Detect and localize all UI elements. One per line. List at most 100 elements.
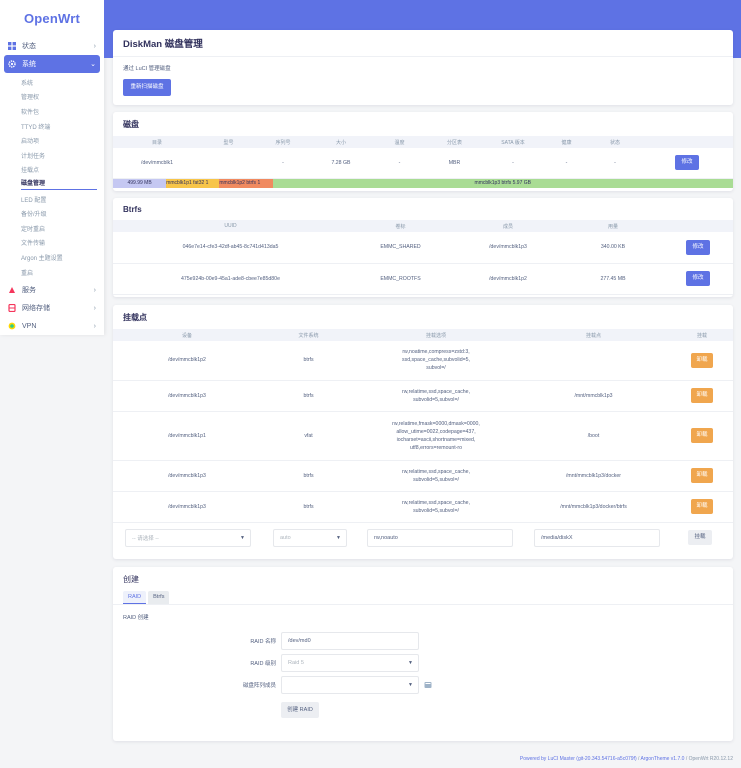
tab-btrfs[interactable]: Btrfs — [148, 591, 170, 604]
unmount-button[interactable]: 卸载 — [691, 352, 713, 368]
raid-members-row: 磁盘阵列成员 ▼ — [113, 676, 733, 694]
edit-disk-button[interactable]: 修改 — [675, 155, 699, 171]
btrfs-label: EMMC_SHARED — [348, 232, 453, 264]
raid-name-input[interactable]: /dev/md0 — [281, 632, 419, 650]
sidebar-sub-autoreboot[interactable]: 定时重启 — [21, 226, 46, 233]
fs-select[interactable]: auto ▼ — [273, 528, 347, 547]
sidebar-sub-led[interactable]: LED 配置 — [21, 197, 47, 204]
sidebar-sub-argon[interactable]: Argon 主题设置 — [21, 255, 63, 262]
footer-powered[interactable]: Powered by LuCI Master (git-20.343.54716… — [519, 756, 637, 762]
mount-device: /dev/mmcblk1p1 — [113, 411, 261, 461]
sidebar-sub-backup[interactable]: 备份/升级 — [21, 212, 47, 219]
sidebar-item-label: 状态 — [22, 43, 36, 50]
mounts-card: 挂载点 设备 文件系统 挂载选项 挂载点 挂载 /dev/mmcblk1p2 b… — [113, 305, 733, 559]
gear-icon — [8, 60, 16, 68]
disks-title: 磁盘 — [123, 120, 139, 129]
mount-options: rw,relatime,ssd,space_cache, subvolid=5,s… — [356, 491, 516, 523]
sidebar-sub-admin[interactable]: 管理权 — [21, 95, 40, 102]
sidebar-sub-diskman[interactable]: 磁盘管理 — [0, 177, 104, 192]
partition-segment[interactable]: mmcblk1p3 btrfs 5.97 GB — [272, 178, 733, 188]
btrfs-table: UUID 卷标 成员 用量 046e7e14-cfe3-42df-ab45-8c… — [113, 220, 733, 295]
create-raid-button[interactable]: 创建 RAID — [281, 702, 319, 718]
mount-point: /mnt/mmcblk1p3/docker — [516, 460, 671, 492]
btrfs-card: Btrfs UUID 卷标 成员 用量 046e7e14-cfe3-42df-a… — [113, 198, 733, 297]
column-header: 温度 — [372, 136, 427, 148]
partition-segment[interactable]: 499.99 MB — [113, 178, 167, 188]
column-header — [641, 136, 733, 148]
mount-fs: btrfs — [261, 460, 356, 492]
mount-button[interactable]: 挂载 — [688, 530, 712, 545]
tab-raid[interactable]: RAID — [123, 591, 147, 604]
mount-fs: btrfs — [261, 491, 356, 523]
mount-point-value: /media/diskX — [541, 534, 573, 541]
sidebar-sub-ttyd[interactable]: TTYD 终端 — [21, 124, 51, 131]
sidebar-item-services[interactable]: 服务 › — [0, 281, 104, 299]
sidebar-sub-crontab[interactable]: 计划任务 — [21, 153, 46, 160]
sidebar-sub-packages[interactable]: 软件包 — [21, 109, 40, 116]
raid-level-label: RAID 级别 — [250, 661, 276, 667]
sidebar-sub-startup[interactable]: 启动项 — [21, 139, 40, 146]
column-header: 文件系统 — [261, 329, 356, 341]
disks-table: 目录 型号 序列号 大小 温度 分区表 SATA 版本 健康 状态 /dev/m… — [113, 136, 733, 179]
mounts-title: 挂载点 — [123, 313, 147, 322]
partition-bar: 499.99 MB mmcblk1p1 fat32 1 mmcblk1p2 bt… — [113, 178, 733, 188]
disk-model — [201, 148, 256, 179]
mount-options: rw,noatime,compress=zstd:3, ssd,space_cac… — [356, 341, 516, 381]
device-select[interactable]: -- 请选择 -- ▼ — [125, 528, 251, 547]
sidebar-sub-reboot[interactable]: 重启 — [21, 270, 34, 277]
partition-segment[interactable]: mmcblk1p2 btrfs 1 — [219, 178, 273, 188]
table-row: /dev/mmcblk1 - 7.28 GB - MBR - - - 修改 — [113, 148, 733, 179]
table-row: 046e7e14-cfe3-42df-ab45-8c741d413da5 EMM… — [113, 232, 733, 264]
disk-path: /dev/mmcblk1 — [113, 148, 201, 179]
sidebar-item-status[interactable]: 状态 › — [0, 37, 104, 55]
footer: Powered by LuCI Master (git-20.343.54716… — [519, 756, 733, 762]
add-member-icon[interactable] — [424, 681, 432, 689]
dropdown-caret-icon: ▼ — [408, 660, 413, 666]
mount-option-line: rw,noatime,compress=zstd:3, — [402, 349, 470, 356]
page-title: DiskMan 磁盘管理 — [123, 39, 203, 50]
mount-options-input[interactable]: rw,noauto — [367, 528, 513, 547]
table-row: /dev/mmcblk1p2 btrfs rw,noatime,compress… — [113, 341, 733, 381]
sidebar-item-vpn[interactable]: VPN › — [0, 317, 104, 335]
unmount-button[interactable]: 卸载 — [691, 499, 713, 514]
mount-point-input[interactable]: /media/diskX — [534, 528, 660, 547]
unmount-button[interactable]: 卸载 — [691, 468, 713, 483]
mounts-table: 设备 文件系统 挂载选项 挂载点 挂载 /dev/mmcblk1p2 btrfs… — [113, 329, 733, 523]
table-row: /dev/mmcblk1p3 btrfs rw,relatime,ssd,spa… — [113, 491, 733, 523]
column-header: 序列号 — [256, 136, 310, 148]
sidebar-sub-mounts[interactable]: 挂载点 — [21, 168, 40, 175]
disks-card: 磁盘 目录 型号 序列号 大小 温度 分区表 SATA 版本 健康 状态 /de… — [113, 112, 733, 191]
mount-fs: vfat — [261, 411, 356, 461]
chevron-right-icon: › — [93, 322, 96, 330]
raid-level-select[interactable]: Raid 5 ▼ — [281, 654, 419, 672]
unmount-button[interactable]: 卸载 — [691, 428, 713, 443]
btrfs-uuid: 475e924b-00e9-45a1-ade8-cbee7e85d80e — [113, 263, 348, 295]
mount-option-line: rw,relatime,fmask=0000,dmask=0000, — [392, 420, 480, 427]
raid-name-value: /dev/md0 — [288, 638, 311, 644]
btrfs-members: /dev/mmcblk1p2 — [453, 263, 563, 295]
rescan-button[interactable]: 重新扫描磁盘 — [123, 79, 171, 96]
chevron-right-icon: › — [93, 304, 96, 312]
sidebar-item-system[interactable]: 系统 ⌄ — [4, 55, 100, 73]
mount-fs: btrfs — [261, 341, 356, 381]
sidebar-item-nas[interactable]: 网络存储 › — [0, 299, 104, 317]
brand-logo[interactable]: OpenWrt — [23, 10, 81, 26]
footer-theme[interactable]: ArgonTheme v1.7.0 — [640, 756, 685, 762]
column-header: 挂载选项 — [356, 329, 516, 341]
btrfs-usage: 277.45 MB — [563, 263, 663, 295]
edit-btrfs-button[interactable]: 修改 — [686, 239, 710, 255]
dropdown-caret-icon: ▼ — [336, 534, 341, 541]
btrfs-uuid: 046e7e14-cfe3-42df-ab45-8c741d413da5 — [113, 232, 348, 264]
sidebar-sub-filetransfer[interactable]: 文件传输 — [21, 241, 46, 248]
sidebar: OpenWrt 状态 › 系统 ⌄ 系统 管理权 软件包 TTYD 终端 启动项… — [0, 0, 104, 335]
unmount-button[interactable]: 卸载 — [691, 388, 713, 403]
column-header — [663, 220, 733, 232]
edit-btrfs-button[interactable]: 修改 — [686, 271, 710, 286]
create-title: 创建 — [123, 575, 139, 584]
sidebar-sub-system[interactable]: 系统 — [21, 80, 34, 87]
btrfs-label: EMMC_ROOTFS — [348, 263, 453, 295]
disk-size: 7.28 GB — [310, 148, 372, 179]
create-card: 创建 RAID Btrfs RAID 创建 RAID 名称 /dev/md0 R… — [113, 567, 733, 741]
raid-members-select[interactable]: ▼ — [281, 676, 419, 694]
partition-segment[interactable]: mmcblk1p1 fat32 1 — [166, 178, 220, 188]
